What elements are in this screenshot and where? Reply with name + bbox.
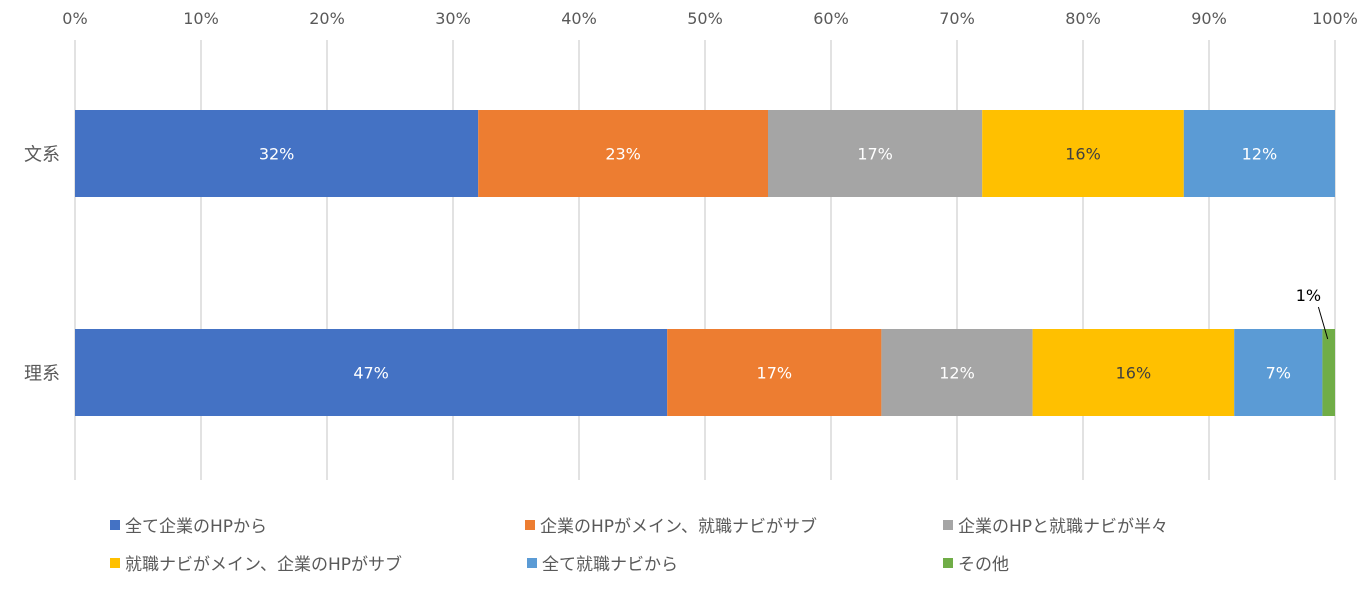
data-label: 17% xyxy=(757,364,793,383)
x-tick-label: 30% xyxy=(435,9,471,28)
x-tick-label: 40% xyxy=(561,9,597,28)
x-tick-label: 10% xyxy=(183,9,219,28)
data-label: 1% xyxy=(1296,286,1321,305)
x-tick-label: 90% xyxy=(1191,9,1227,28)
legend-swatch xyxy=(110,557,120,568)
bar-segment xyxy=(768,110,983,197)
legend-item: 企業のHPがメイン、就職ナビがサブ xyxy=(525,512,817,537)
legend-swatch xyxy=(525,519,535,530)
x-tick-label: 50% xyxy=(687,9,723,28)
x-tick-label: 100% xyxy=(1312,9,1358,28)
legend-label: 企業のHPと就職ナビが半々 xyxy=(958,517,1169,537)
category-label: 理系 xyxy=(24,364,60,385)
legend-swatch xyxy=(943,519,953,530)
category-label: 文系 xyxy=(24,145,60,166)
data-label: 32% xyxy=(259,145,295,164)
legend-label: その他 xyxy=(958,555,1009,575)
data-label: 12% xyxy=(1242,145,1278,164)
bar-segment xyxy=(1032,329,1235,416)
legend-item: その他 xyxy=(943,550,1009,575)
legend-item: 全て企業のHPから xyxy=(110,512,267,537)
legend-item: 企業のHPと就職ナビが半々 xyxy=(943,512,1168,537)
bar-segment xyxy=(1234,329,1323,416)
data-label: 7% xyxy=(1266,364,1291,383)
stacked-bar-chart: 0% 10% 20% 30% 40% 50% 60% 70% 80% 90% 100% 文系 32% 23… xyxy=(24,9,1358,480)
legend-label: 就職ナビがメイン、企業のHPがサブ xyxy=(125,555,403,575)
x-tick-label: 80% xyxy=(1065,9,1101,28)
bar-segment xyxy=(982,110,1184,197)
data-label: 16% xyxy=(1065,145,1101,164)
legend-label: 全て企業のHPから xyxy=(125,517,268,537)
data-label: 16% xyxy=(1116,364,1152,383)
legend-item: 就職ナビがメイン、企業のHPがサブ xyxy=(110,550,402,575)
legend-label: 企業のHPがメイン、就職ナビがサブ xyxy=(540,517,818,537)
x-tick-label: 0% xyxy=(62,9,87,28)
data-label: 12% xyxy=(939,364,975,383)
legend-label: 全て就職ナビから xyxy=(542,555,678,575)
legend-swatch xyxy=(943,557,953,568)
data-label: 17% xyxy=(857,145,893,164)
bar-segment xyxy=(667,329,882,416)
bar-segment xyxy=(75,110,479,197)
bar-segment xyxy=(1322,329,1335,416)
leader-line xyxy=(1317,306,1329,340)
x-tick-label: 20% xyxy=(309,9,345,28)
bar-segment xyxy=(1183,110,1335,197)
legend-item: 全て就職ナビから xyxy=(527,550,678,575)
bar-segment xyxy=(881,329,1033,416)
legend-swatch xyxy=(110,519,120,530)
x-tick-label: 60% xyxy=(813,9,849,28)
bar-segment xyxy=(478,110,768,197)
legend-swatch xyxy=(527,557,537,568)
data-label: 23% xyxy=(605,145,641,164)
x-tick-label: 70% xyxy=(939,9,975,28)
data-label: 47% xyxy=(353,364,389,383)
bar-segment xyxy=(75,329,668,416)
